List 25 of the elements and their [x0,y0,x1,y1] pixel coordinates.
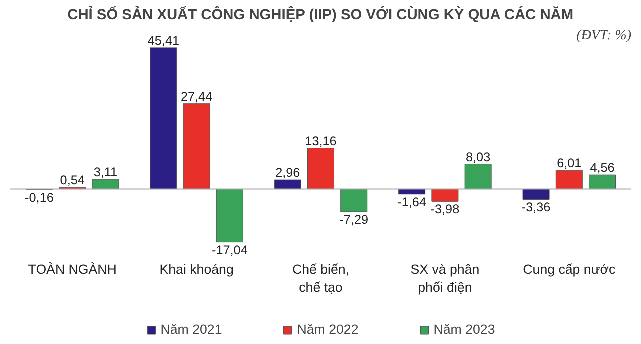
data-label: 45,41 [148,34,180,48]
data-label: -3,98 [430,202,460,217]
x-tick-label: TOÀN NGÀNH [28,262,117,277]
data-label: 13,16 [305,134,337,148]
data-label: -0,16 [25,190,54,205]
data-label: 2,96 [276,166,300,180]
data-label: -3,36 [522,200,551,215]
text: (ĐVT: %) [576,28,632,44]
data-label: -1,64 [398,195,427,210]
data-label: -7,29 [340,212,369,227]
legend-label: Năm 2023 [434,322,496,337]
legend-label: Năm 2022 [297,322,359,337]
x-tick-label: Khai khoáng [160,262,234,277]
data-label: 0,54 [60,174,85,188]
data-label: -17,04 [212,243,248,258]
data-label: 6,01 [557,156,582,171]
x-tick-label: Chế biến, chế tạo [292,262,350,295]
x-tick-label: Cung cấp nước [523,262,616,277]
data-label: 8,03 [466,150,491,164]
legend-label: Năm 2021 [160,322,222,337]
chart-title: CHỈ SỐ SẢN XUẤT CÔNG NGHIỆP (IIP) SO VỚI CÙNG KỲ QUA CÁC NĂM [68,6,574,24]
data-label: 3,11 [94,166,118,180]
data-label: 27,44 [180,90,213,104]
data-label: 4,56 [590,161,615,176]
x-tick-label: SX và phân phối điện [410,262,480,295]
